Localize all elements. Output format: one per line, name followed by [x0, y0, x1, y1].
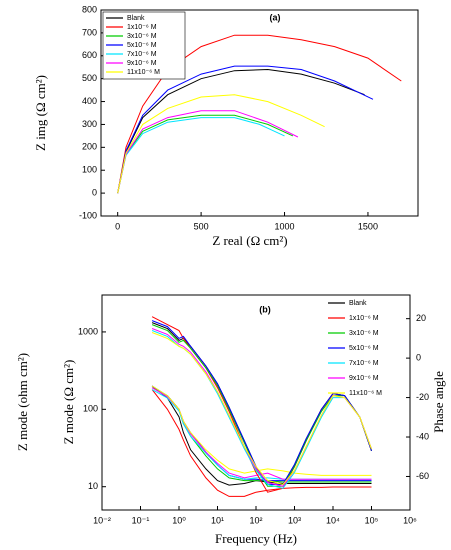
- series-line: [151, 387, 372, 480]
- series-line: [151, 332, 372, 485]
- series-line: [151, 330, 372, 489]
- series-line: [151, 316, 372, 493]
- series-line: [117, 34, 402, 194]
- legend-label: 3x10⁻⁶ M: [349, 330, 379, 337]
- x-tick-label: 10⁰: [172, 515, 186, 525]
- legend-label: Blank: [349, 300, 367, 307]
- x-tick-label: 1000: [275, 221, 295, 231]
- y-tick-label: 300: [82, 119, 97, 129]
- x-tick-label: 10⁵: [365, 515, 379, 525]
- x-tick-label: 10²: [249, 515, 262, 525]
- series-line: [117, 94, 325, 194]
- y-tick-label: 1000: [78, 326, 98, 336]
- y2-tick-label: -40: [416, 431, 429, 441]
- series-line: [151, 389, 372, 480]
- x-tick-label: 10⁶: [403, 515, 417, 525]
- x-tick-label: 10¹: [211, 515, 224, 525]
- y2-tick-label: 20: [416, 313, 426, 323]
- y-tick-label: 100: [83, 404, 98, 414]
- x-tick-label: 1500: [358, 221, 378, 231]
- y-tick-label: 0: [92, 187, 97, 197]
- y-tick-label: 500: [82, 73, 97, 83]
- legend-label: 5x10⁻⁶ M: [349, 345, 379, 352]
- series-line: [151, 389, 372, 497]
- x-axis-label: Frequency (Hz): [215, 531, 297, 546]
- y2-tick-label: 0: [416, 352, 421, 362]
- chart-title: (a): [270, 12, 281, 22]
- y-tick-label: 200: [82, 142, 97, 152]
- chart-title: (b): [259, 304, 271, 314]
- legend-label: 9x10⁻⁶ M: [349, 375, 379, 382]
- y2-axis-label: Phase angle: [431, 371, 446, 433]
- y-axis-label-outer: Z mode (ohm cm²): [15, 353, 30, 451]
- series-line: [151, 387, 372, 483]
- x-tick-label: 500: [194, 221, 209, 231]
- y2-tick-label: -20: [416, 392, 429, 402]
- plot-frame: [100, 9, 419, 217]
- legend-label: 11x10⁻⁶ M: [127, 69, 160, 76]
- y-tick-label: 100: [82, 165, 97, 175]
- series-line: [117, 114, 294, 194]
- series-line: [151, 324, 372, 487]
- series-line: [151, 322, 372, 485]
- x-tick-label: 10⁻²: [93, 515, 111, 525]
- y-axis-label: Z mode (Ω cm²): [61, 360, 76, 445]
- y-axis-label: Z img (Ω cm²): [33, 75, 48, 151]
- legend-label: 3x10⁻⁶ M: [127, 33, 157, 40]
- series-line: [117, 65, 374, 194]
- series-line: [117, 110, 299, 194]
- x-tick-label: 10⁻¹: [132, 515, 150, 525]
- legend-label: Blank: [127, 15, 145, 22]
- y-tick-label: 400: [82, 96, 97, 106]
- y2-tick-label: -60: [416, 471, 429, 481]
- y-tick-label: 600: [82, 50, 97, 60]
- x-tick-label: 10⁴: [326, 515, 340, 525]
- legend-label: 11x10⁻⁶ M: [349, 390, 382, 397]
- series-line: [151, 385, 372, 476]
- y-tick-label: 800: [82, 4, 97, 14]
- series-line: [151, 385, 372, 482]
- x-axis-label: Z real (Ω cm²): [212, 233, 287, 248]
- legend-label: 1x10⁻⁶ M: [349, 315, 379, 322]
- legend-label: 5x10⁻⁶ M: [127, 42, 157, 49]
- y-tick-label: -100: [79, 210, 97, 220]
- y-tick-label: 10: [88, 481, 98, 491]
- legend-label: 1x10⁻⁶ M: [127, 24, 157, 31]
- series-line: [117, 117, 285, 194]
- legend-label: 7x10⁻⁶ M: [349, 360, 379, 367]
- x-tick-label: 10³: [288, 515, 301, 525]
- series-line: [151, 320, 372, 485]
- series-line: [151, 328, 372, 487]
- series-line: [117, 68, 365, 194]
- legend-label: 7x10⁻⁶ M: [127, 51, 157, 58]
- legend-label: 9x10⁻⁶ M: [127, 60, 157, 67]
- y-tick-label: 700: [82, 27, 97, 37]
- x-tick-label: 0: [115, 221, 120, 231]
